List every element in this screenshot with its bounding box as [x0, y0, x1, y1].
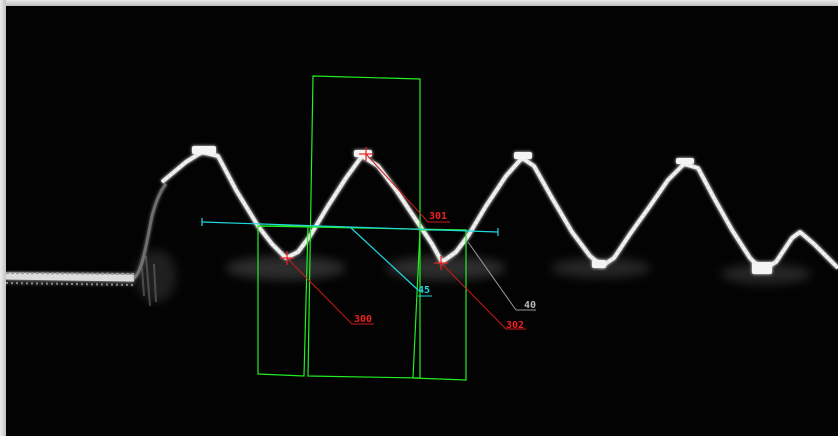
thread-profile-inner	[161, 151, 838, 271]
speckle-haze	[136, 250, 811, 302]
thread-profile-line	[160, 150, 838, 272]
profile-rise	[132, 183, 168, 280]
label-45: 45	[418, 285, 430, 296]
cyan-reference[interactable]	[201, 218, 499, 291]
label-40: 40	[524, 300, 536, 311]
roi-box-left	[257, 225, 309, 377]
window-top-border	[0, 0, 838, 6]
scan-canvas: 300 301 302 45 40	[6, 75, 838, 381]
window-left-border	[0, 0, 6, 436]
peak-highlights	[192, 146, 772, 274]
profile-shadow	[141, 255, 157, 307]
leader-lines	[286, 153, 536, 330]
label-301: 301	[429, 211, 447, 222]
label-300: 300	[354, 314, 372, 325]
label-302: 302	[506, 320, 524, 331]
baseline-strip	[6, 272, 135, 286]
image-viewer[interactable]: 300 301 302 45 40	[6, 6, 838, 436]
marker-crosshairs[interactable]	[280, 147, 448, 270]
